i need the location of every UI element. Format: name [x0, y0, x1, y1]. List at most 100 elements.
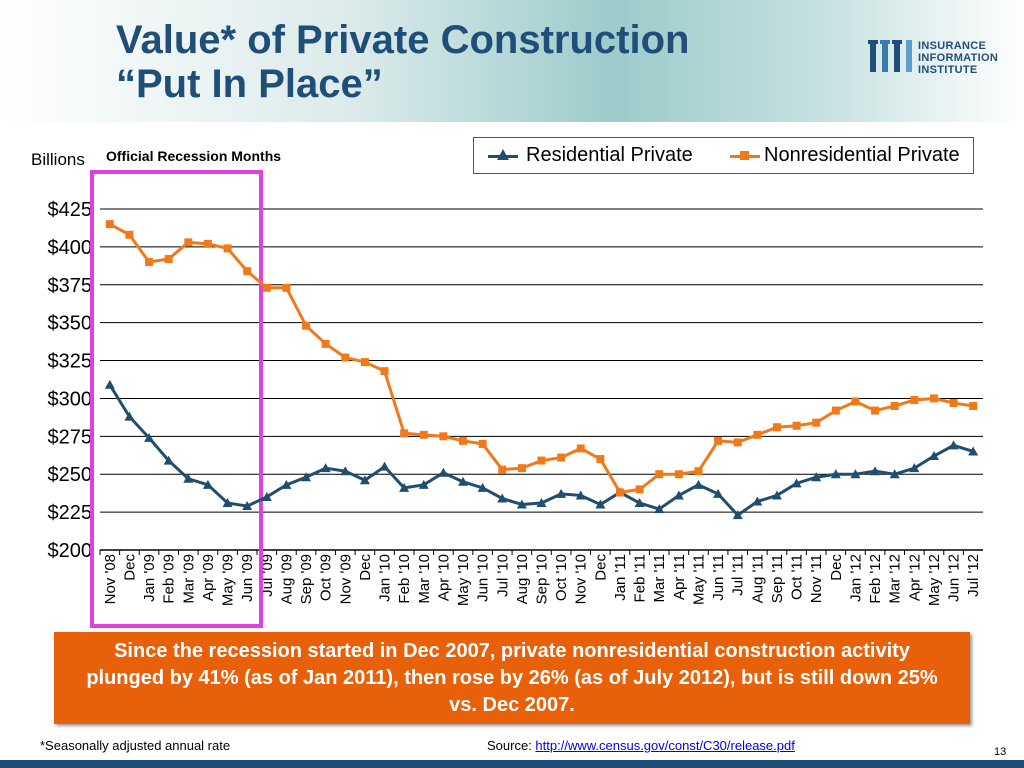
x-tick-label: Mar '12: [887, 554, 904, 604]
y-axis-unit-label: Billions: [31, 150, 85, 169]
residential-point: [673, 490, 684, 500]
nonresidential-point: [184, 238, 193, 247]
x-tick-label: Sep '09: [298, 554, 315, 604]
residential-point: [281, 479, 292, 489]
residential-point: [124, 411, 135, 421]
legend-residential-label: Residential Private: [526, 144, 693, 166]
x-tick-label: Dec: [357, 554, 374, 581]
nonresidential-point: [439, 432, 448, 441]
residential-point: [928, 451, 939, 461]
x-tick-label: May '10: [455, 554, 472, 606]
nonresidential-point: [341, 353, 350, 362]
x-tick-label: Sep '10: [534, 554, 551, 604]
residential-point: [104, 379, 115, 389]
nonresidential-point: [105, 220, 114, 229]
residential-point: [654, 504, 665, 514]
callout-box: Since the recession started in Dec 2007,…: [54, 632, 970, 724]
nonresidential-point: [302, 321, 311, 330]
x-tick-label: Mar '10: [416, 554, 433, 604]
x-tick-label: Jul '09: [259, 554, 276, 597]
residential-point: [968, 446, 979, 456]
residential-point: [242, 501, 253, 511]
nonresidential-point: [753, 430, 762, 439]
x-tick-label: May '11: [690, 554, 707, 605]
nonresidential-point: [674, 470, 683, 479]
y-tick-label: $350: [48, 313, 93, 335]
y-tick-label: $375: [48, 275, 93, 297]
residential-point: [418, 479, 429, 489]
nonresidential-point: [792, 421, 801, 430]
x-tick-label: Jul '11: [730, 554, 747, 596]
x-tick-label: Sep '11: [769, 554, 786, 603]
header-banner: Value* of Private Construction “Put In P…: [0, 0, 1024, 122]
nonresidential-point: [400, 429, 409, 438]
residential-point: [830, 469, 841, 479]
residential-point: [163, 455, 174, 465]
x-tick-label: Jul '12: [965, 554, 982, 597]
logo-line-1: INSURANCE: [918, 40, 987, 52]
x-tick-label: Aug '10: [514, 554, 531, 604]
nonresidential-point: [949, 398, 958, 407]
nonresidential-point: [282, 283, 291, 292]
residential-point: [909, 463, 920, 473]
x-tick-label: Aug '09: [278, 554, 295, 604]
legend-nonresidential-marker-icon: [740, 151, 749, 160]
nonresidential-point: [243, 267, 252, 276]
title-line-1: Value* of Private Construction: [116, 18, 690, 62]
residential-point: [634, 498, 645, 508]
nonresidential-point: [969, 402, 978, 411]
x-tick-label: Feb '10: [396, 554, 413, 604]
recession-box: [90, 170, 263, 628]
x-tick-label: Dec: [828, 554, 845, 581]
x-tick-label: Nov '09: [337, 554, 354, 604]
y-tick-label: $250: [48, 464, 93, 486]
x-tick-label: May '12: [926, 554, 943, 606]
title-line-2: “Put In Place”: [116, 62, 383, 106]
nonresidential-point: [655, 470, 664, 479]
residential-point: [575, 490, 586, 500]
residential-point: [870, 466, 881, 476]
x-tick-label: Nov '10: [573, 554, 590, 604]
residential-point: [320, 463, 331, 473]
nonresidential-point: [380, 367, 389, 376]
iii-logo: INSURANCE INFORMATION INSTITUTE: [868, 36, 1018, 80]
source-link[interactable]: http://www.census.gov/const/C30/release.…: [535, 738, 795, 753]
legend-residential-marker-icon: [497, 149, 509, 160]
nonresidential-point: [596, 455, 605, 464]
nonresidential-point: [360, 358, 369, 367]
residential-point: [222, 498, 233, 508]
residential-point: [771, 490, 782, 500]
x-tick-label: Apr '12: [906, 554, 923, 601]
x-tick-label: Oct '11: [789, 554, 806, 600]
x-tick-label: Dec: [592, 554, 609, 581]
nonresidential-point: [694, 467, 703, 476]
nonresidential-point: [772, 423, 781, 432]
nonresidential-point: [459, 436, 468, 445]
chart-legend: Residential Private Nonresidential Priva…: [473, 137, 974, 174]
nonresidential-point: [733, 438, 742, 447]
nonresidential-point: [890, 402, 899, 411]
x-tick-label: Feb '11: [632, 554, 649, 602]
residential-point: [301, 472, 312, 482]
x-tick-label: Nov '08: [102, 554, 119, 604]
nonresidential-point: [714, 436, 723, 445]
residential-point: [458, 476, 469, 486]
residential-point: [811, 472, 822, 482]
residential-point: [752, 496, 763, 506]
recession-annotation: Official Recession Months: [106, 148, 282, 164]
residential-point: [379, 461, 390, 471]
residential-point: [144, 432, 155, 442]
x-tick-label: Jan '09: [141, 554, 158, 602]
x-tick-label: Mar '11: [651, 554, 668, 602]
nonresidential-point: [831, 406, 840, 415]
nonresidential-point: [576, 444, 585, 453]
nonresidential-point: [517, 464, 526, 473]
y-tick-label: $200: [48, 540, 93, 562]
x-tick-label: Nov '11: [808, 554, 825, 603]
nonresidential-point: [615, 488, 624, 497]
residential-point: [340, 466, 351, 476]
residential-point: [889, 469, 900, 479]
x-tick-label: Jan '11: [612, 554, 629, 601]
nonresidential-point: [851, 397, 860, 406]
nonresidential-point: [223, 244, 232, 253]
